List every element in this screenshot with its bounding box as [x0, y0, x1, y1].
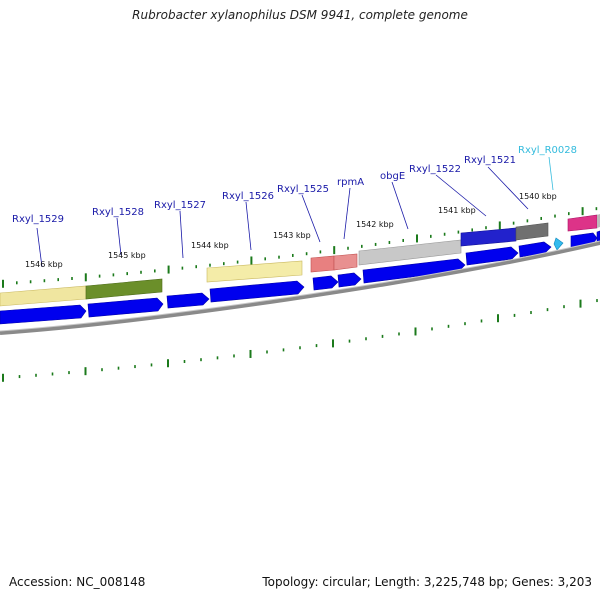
gene-label-obge: obgE	[380, 171, 405, 182]
feature-bar-1525	[310, 255, 335, 273]
gene-labels: Rxyl_1529 Rxyl_1528 Rxyl_1527 Rxyl_1526 …	[12, 145, 577, 225]
cds-arrow-1528	[87, 297, 164, 318]
cds-arrow-r0028	[553, 237, 564, 251]
feature-bar-edge	[597, 214, 600, 228]
feature-bar-rpma	[333, 253, 358, 271]
kbp-label-1541: 1541 kbp	[438, 206, 476, 215]
feature-bar-1526	[206, 260, 303, 283]
gene-label-1527: Rxyl_1527	[154, 200, 206, 211]
cds-arrow-1526	[209, 280, 305, 303]
kbp-label-1545: 1545 kbp	[108, 251, 146, 260]
genome-backbone	[0, 241, 600, 335]
feature-bar-r0028	[567, 214, 598, 232]
label-leaders	[36, 156, 554, 268]
gene-label-1525: Rxyl_1525	[277, 184, 329, 195]
gene-label-r0028: Rxyl_R0028	[518, 145, 577, 156]
kbp-label-1540: 1540 kbp	[519, 192, 557, 201]
genome-title: Rubrobacter xylanophilus DSM 9941, compl…	[132, 8, 468, 22]
cds-arrow-1525	[312, 275, 339, 291]
kbp-label-1546: 1546 kbp	[25, 260, 63, 269]
feature-bar-1529	[0, 285, 87, 307]
cds-arrow-obge	[362, 258, 466, 284]
feature-bar-1522	[460, 227, 517, 247]
gene-label-rpma: rpmA	[337, 177, 364, 188]
kbp-label-1543: 1543 kbp	[273, 231, 311, 240]
gene-label-1521: Rxyl_1521	[464, 155, 516, 166]
gene-label-1528: Rxyl_1528	[92, 207, 144, 218]
cds-arrow-1522	[465, 246, 519, 266]
cds-arrow-1529	[0, 304, 87, 325]
kbp-labels: 1546 kbp 1545 kbp 1544 kbp 1543 kbp 1542…	[25, 192, 557, 269]
tick-marks	[2, 207, 598, 382]
cds-arrow-rpma	[337, 272, 362, 288]
cds-arrow-track	[0, 230, 600, 325]
accession-text: Accession: NC_008148	[9, 575, 146, 589]
kbp-label-1544: 1544 kbp	[191, 241, 229, 250]
feature-track	[0, 214, 600, 307]
kbp-label-1542: 1542 kbp	[356, 220, 394, 229]
cds-arrow-1527	[166, 292, 210, 309]
feature-bar-1528	[85, 278, 163, 300]
feature-bar-obge	[358, 239, 462, 266]
feature-bar-1521	[515, 222, 549, 241]
topology-summary: Topology: circular; Length: 3,225,748 bp…	[262, 575, 592, 589]
gene-label-1522: Rxyl_1522	[409, 164, 461, 175]
gene-label-1529: Rxyl_1529	[12, 214, 64, 225]
gene-label-1526: Rxyl_1526	[222, 191, 274, 202]
